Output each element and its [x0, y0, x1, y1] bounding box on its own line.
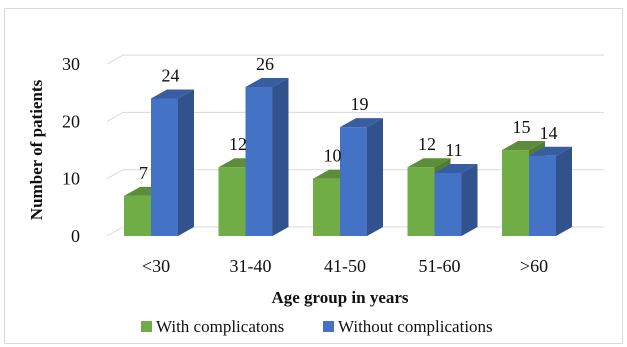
bar-side-without-complications-30: [178, 89, 194, 236]
bar-without-complications-51-60: [434, 172, 462, 236]
data-label-with-complicatons-60: 15: [513, 117, 531, 137]
legend-swatch-with-complications: [141, 321, 152, 332]
bar-without-complications-41-50: [340, 127, 367, 236]
x-tick-labels: <30 31-40 41-50 51-60 >60: [142, 256, 548, 276]
data-labels: 7 24 12 26 10 19 12 11 15 14: [139, 54, 558, 183]
gridline-depth-20: [106, 111, 124, 122]
bar-without-complications-60: [529, 155, 556, 236]
data-label-with-complicatons-51-60: 12: [418, 134, 436, 154]
legend-swatch-without-complications: [323, 321, 334, 332]
y-tick-label-0: 0: [71, 226, 80, 246]
bar-top-with-complicatons-51-60: [407, 158, 451, 168]
data-label-without-complications-31-40: 26: [256, 54, 274, 74]
bar-with-complicatons-41-50: [313, 178, 340, 236]
bar-top-without-complications-51-60: [434, 163, 478, 173]
bar-side-without-complications-31-40: [272, 78, 289, 237]
data-label-with-complicatons-41-50: 10: [324, 146, 342, 166]
y-tick-labels: 0 10 20 30: [62, 54, 80, 246]
bar-with-complicatons-60: [502, 150, 529, 236]
bar-top-without-complications-60: [529, 146, 572, 156]
y-tick-label-20: 20: [62, 111, 80, 131]
bar-side-without-complications-41-50: [367, 118, 383, 236]
bar-with-complicatons-30: [124, 195, 151, 236]
legend-label-without-complications: Without complications: [338, 317, 493, 336]
gridline-depth-30: [106, 54, 124, 65]
bars: [124, 78, 572, 237]
data-label-with-complicatons-30: 7: [139, 163, 148, 183]
x-tick-label-51-60: 51-60: [419, 256, 461, 276]
y-axis-title: Number of patients: [27, 79, 46, 220]
data-label-without-complications-51-60: 11: [445, 140, 462, 160]
legend: With complicatons Without complications: [141, 317, 493, 336]
bar-with-complicatons-31-40: [218, 167, 246, 236]
y-tick-label-30: 30: [62, 54, 80, 74]
bar-side-without-complications-51-60: [461, 163, 478, 236]
bar-without-complications-30: [151, 98, 178, 236]
bar-with-complicatons-51-60: [407, 167, 435, 236]
gridline-depth-10: [106, 169, 124, 180]
x-tick-label-30: <30: [142, 256, 170, 276]
bar-top-without-complications-41-50: [340, 118, 383, 128]
data-label-without-complications-60: 14: [540, 123, 558, 143]
x-tick-label-31-40: 31-40: [230, 256, 272, 276]
bar-top-without-complications-31-40: [245, 78, 289, 88]
data-label-with-complicatons-31-40: 12: [229, 134, 247, 154]
x-tick-label-41-50: 41-50: [324, 256, 366, 276]
bar-top-with-complicatons-60: [502, 141, 545, 151]
bar-top-without-complications-30: [151, 89, 194, 99]
x-axis-title: Age group in years: [271, 288, 408, 307]
data-label-without-complications-41-50: 19: [351, 94, 369, 114]
y-tick-label-10: 10: [62, 169, 80, 189]
bar-side-without-complications-60: [556, 146, 572, 236]
data-label-without-complications-30: 24: [162, 65, 180, 85]
bar-without-complications-31-40: [245, 87, 273, 237]
gridline-depth-0: [106, 226, 124, 237]
legend-label-with-complications: With complicatons: [156, 317, 284, 336]
x-tick-label-60: >60: [520, 256, 548, 276]
